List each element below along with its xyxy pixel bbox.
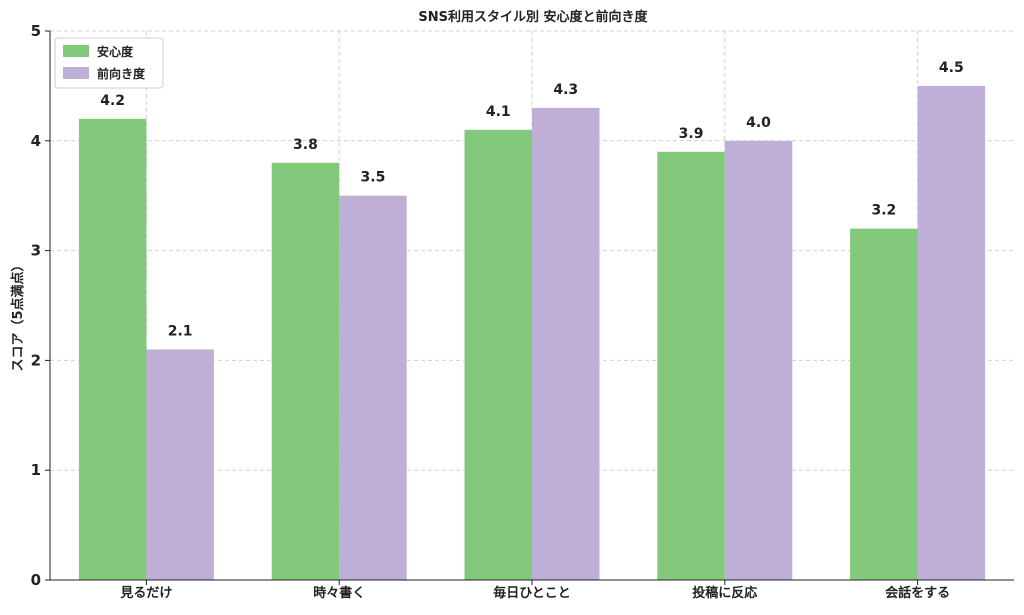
bar bbox=[271, 162, 340, 580]
y-tick-label: 0 bbox=[31, 571, 41, 589]
data-label: 3.9 bbox=[679, 126, 704, 142]
data-label: 2.1 bbox=[168, 323, 193, 339]
legend-label: 安心度 bbox=[97, 44, 134, 59]
data-label: 4.5 bbox=[939, 60, 964, 76]
data-label: 4.3 bbox=[553, 82, 578, 98]
bar bbox=[532, 107, 600, 581]
bar bbox=[464, 129, 532, 580]
bar bbox=[917, 85, 986, 581]
chart-title: SNS利用スタイル別 安心度と前向き度 bbox=[418, 9, 648, 25]
y-tick-label: 5 bbox=[31, 22, 41, 40]
data-label: 4.1 bbox=[486, 104, 511, 120]
data-label: 3.2 bbox=[871, 203, 896, 219]
bar bbox=[657, 151, 725, 580]
data-label: 4.0 bbox=[746, 115, 771, 131]
bars-group bbox=[78, 85, 986, 581]
bar bbox=[850, 228, 918, 580]
x-tick-label: 時々書く bbox=[313, 585, 365, 601]
data-label: 3.5 bbox=[361, 170, 386, 186]
legend-swatch bbox=[63, 45, 89, 57]
data-label: 4.2 bbox=[100, 93, 125, 109]
x-tick-label: 投稿に反応 bbox=[692, 585, 757, 601]
x-tick-label: 会話をする bbox=[885, 585, 950, 601]
x-tick-label: 毎日ひとこと bbox=[493, 585, 571, 601]
bar bbox=[724, 140, 793, 581]
bar bbox=[146, 349, 214, 580]
y-tick-label: 1 bbox=[31, 461, 41, 479]
bar bbox=[339, 195, 407, 580]
axes-group: 0 1 2 3 4 5 見るだけ 時々書く 毎日ひとこと 投稿に反応 会話をする bbox=[31, 22, 1014, 601]
y-axis-label: スコア（5点満点） bbox=[10, 258, 26, 371]
legend-swatch bbox=[63, 67, 89, 79]
data-labels-group: 4.2 3.8 4.1 3.9 3.2 2.1 3.5 4.3 4.0 4.5 bbox=[100, 60, 963, 340]
y-tick-label: 3 bbox=[31, 242, 41, 260]
bar bbox=[78, 118, 147, 580]
y-tick-label: 4 bbox=[31, 132, 41, 150]
data-label: 3.8 bbox=[293, 137, 318, 153]
legend-label: 前向き度 bbox=[97, 66, 146, 81]
x-tick-label: 見るだけ bbox=[119, 586, 172, 601]
y-tick-label: 2 bbox=[31, 351, 41, 369]
